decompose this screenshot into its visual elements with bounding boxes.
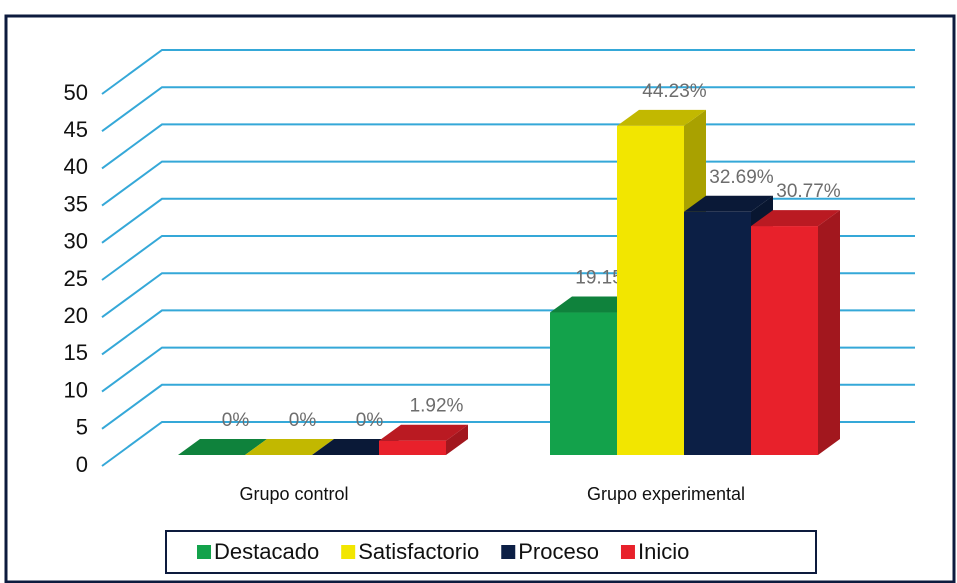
bar (751, 210, 840, 455)
bar-front (379, 440, 446, 455)
data-label: 0% (222, 410, 250, 431)
bar-top (550, 296, 639, 313)
legend-swatch (197, 545, 211, 559)
data-label: 0% (356, 410, 384, 431)
y-tick-label: 20 (64, 303, 88, 328)
bar-top (178, 439, 267, 455)
y-tick-label: 15 (64, 340, 88, 365)
bar-front (550, 312, 617, 455)
bar-side (818, 210, 840, 455)
bar-top (684, 195, 773, 212)
bar-top (379, 424, 468, 441)
bar-front (751, 226, 818, 455)
bar-side (446, 424, 468, 455)
bar (379, 424, 468, 455)
bar-front (684, 211, 751, 455)
x-tick-label: Grupo experimental (587, 484, 745, 504)
legend-label: Satisfactorio (358, 539, 479, 564)
data-label: 44.23% (642, 81, 707, 102)
y-tick-label: 10 (64, 377, 88, 402)
x-tick-label: Grupo control (239, 484, 348, 504)
data-label: 30.77% (776, 181, 841, 202)
grid-line (101, 86, 915, 133)
bar-top (312, 439, 401, 455)
grid-line (101, 49, 915, 95)
y-tick-label: 0 (76, 452, 88, 477)
y-tick-label: 5 (76, 415, 88, 440)
bar (245, 439, 334, 455)
data-label: 1.92% (410, 396, 464, 417)
bar-top (751, 210, 840, 227)
bar-top (617, 109, 706, 126)
bar-top (245, 439, 334, 455)
data-label: 32.69% (709, 167, 774, 188)
bar-front (617, 125, 684, 455)
bars: Grupo control 0% 0% 0% 1.92% Grupo experiment… (178, 81, 841, 504)
legend-box (165, 530, 817, 574)
data-label: 0% (289, 410, 317, 431)
y-tick-label: 40 (64, 154, 88, 179)
y-tick-label: 45 (64, 117, 88, 142)
y-tick-label: 30 (64, 229, 88, 254)
legend-label: Inicio (638, 539, 689, 564)
legend: Destacado Satisfactorio Proceso Inicio (197, 539, 689, 564)
y-tick-label: 25 (64, 266, 88, 291)
legend-swatch (341, 545, 356, 559)
bar (178, 439, 267, 455)
legend-swatch (620, 545, 635, 559)
legend-label: Proceso (518, 539, 599, 564)
bar (312, 439, 401, 455)
y-tick-label: 35 (64, 191, 88, 216)
legend-label: Destacado (214, 539, 319, 564)
y-tick-label: 50 (64, 80, 88, 105)
legend-swatch (501, 545, 516, 559)
